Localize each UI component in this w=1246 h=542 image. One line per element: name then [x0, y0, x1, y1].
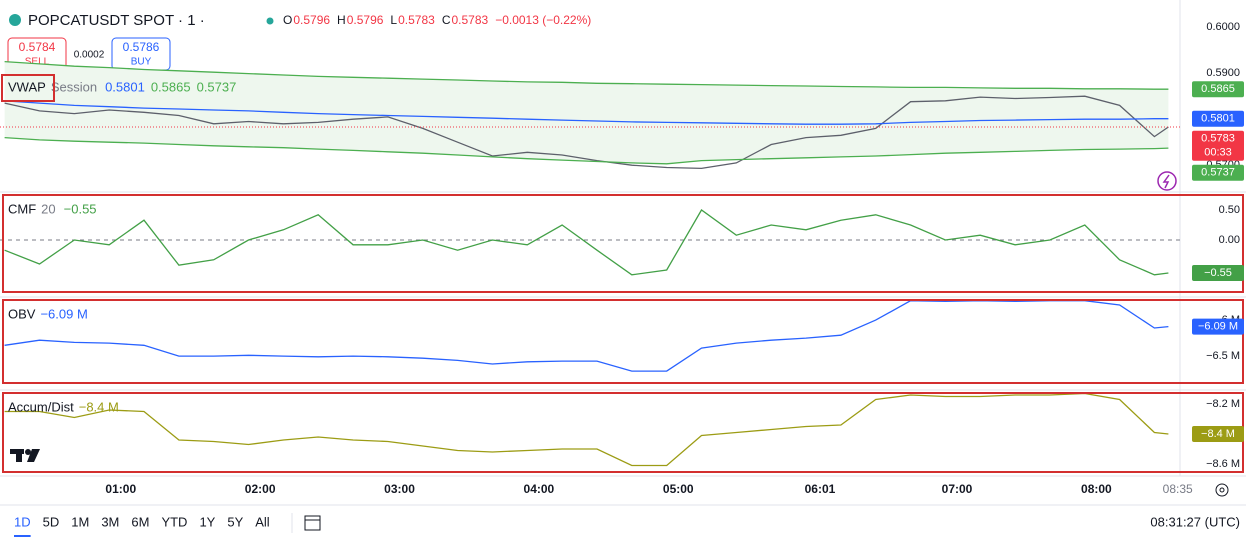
x-tick-label: 08:00 — [1081, 482, 1112, 496]
alert-icon[interactable] — [1157, 171, 1177, 191]
calendar-icon[interactable] — [304, 515, 321, 531]
price-tag-label: 0.5865 — [1201, 83, 1235, 95]
y-tick-label: 0.50 — [1219, 204, 1240, 216]
buy-label: BUY — [131, 57, 152, 68]
sell-price: 0.5784 — [19, 40, 56, 54]
plots: 0.60000.59000.5700VWAPSession0.58010.586… — [0, 21, 1246, 496]
series-line — [4, 393, 1169, 467]
highlight-box — [2, 299, 1244, 384]
ohlc-key: H — [337, 13, 346, 27]
ohlc-key: O — [283, 13, 292, 27]
y-tick-label: 0.6000 — [1206, 21, 1240, 33]
series-line — [4, 136, 1169, 165]
range-button[interactable]: 5D — [43, 514, 60, 529]
ohlc-value: 0.5783 — [398, 13, 435, 27]
ohlc-value: 0.5783 — [451, 13, 488, 27]
pane: 0.50 0.00 CMF 20 −0.55 −0.55 — [0, 191, 1246, 293]
series-line — [4, 95, 1169, 170]
x-tick-label: 07:00 — [942, 482, 973, 496]
legend-value: −0.55 — [64, 201, 97, 216]
x-tick-label: 06:01 — [805, 482, 836, 496]
ohlc-value: 0.5796 — [347, 13, 384, 27]
indicator-setting: Session — [51, 79, 97, 94]
series-line — [4, 209, 1169, 276]
highlight-box — [1, 74, 55, 102]
sell-label: SELL — [25, 57, 50, 68]
range-button[interactable]: 5Y — [227, 514, 243, 529]
x-tick-label: 02:00 — [245, 482, 276, 496]
legend-value: 0.5801 — [105, 79, 145, 94]
y-tick-label: 0.00 — [1219, 234, 1240, 246]
x-tick-label: 03:00 — [384, 482, 415, 496]
symbol: POPCATUSDT SPOT · 1 · — [28, 12, 205, 29]
ohlc-value: 0.5796 — [293, 13, 330, 27]
price-tag-label: −8.4 M — [1201, 428, 1235, 440]
ohlc-legend: O 0.5796 H 0.5796 L 0.5783 C 0.5783 −0.0013 (−0.… — [283, 13, 591, 27]
price-tag — [1192, 264, 1244, 281]
pane: −8.2 M −8.6 M Accum/Dist −8.4 M 01:00 02:00 03… — [0, 389, 1246, 496]
spread: 0.0002 — [74, 50, 105, 61]
legend-value: 0.5737 — [197, 79, 237, 94]
y-tick-label: −6.5 M — [1206, 350, 1240, 362]
clock: 08:31:27 (UTC) — [1150, 514, 1240, 529]
price-tag — [1192, 81, 1244, 98]
highlight-box — [2, 194, 1244, 293]
indicator-setting: 20 — [41, 201, 55, 216]
price-tag-label: 0.5783 — [1201, 133, 1235, 145]
indicator-name: CMF — [8, 201, 36, 216]
y-tick-label: −8.6 M — [1206, 458, 1240, 470]
alert-bolt — [1162, 174, 1170, 189]
range-button[interactable]: All — [255, 514, 270, 529]
x-tick-label: 08:35 — [1163, 482, 1193, 496]
price-tag — [1192, 164, 1244, 181]
price-tag-label: −6.09 M — [1198, 320, 1238, 332]
legend-value: −8.4 M — [79, 399, 119, 414]
y-tick-label: −8.2 M — [1206, 398, 1240, 410]
range-button[interactable]: 1D — [14, 514, 31, 529]
range-button[interactable]: YTD — [161, 514, 187, 529]
range-button[interactable]: 6M — [131, 514, 149, 529]
status-dot — [266, 17, 274, 25]
change: −0.0013 (−0.22%) — [495, 13, 591, 27]
price-tag — [1192, 130, 1244, 161]
plot-area — [4, 209, 1169, 276]
settings-icon[interactable] — [1215, 483, 1229, 497]
indicator-name: OBV — [8, 306, 36, 321]
ohlc-key: C — [442, 13, 451, 27]
symbol-icon — [9, 14, 21, 26]
indicator-name: VWAP — [8, 79, 46, 94]
price-tag — [1192, 318, 1244, 335]
legend-value: 0.5865 — [151, 79, 191, 94]
plot-area — [4, 60, 1169, 170]
range-button[interactable]: 1M — [71, 514, 89, 529]
x-tick-label: 05:00 — [663, 482, 694, 496]
legend-value: −6.09 M — [40, 306, 87, 321]
series-line — [4, 100, 1169, 125]
buy-price: 0.5786 — [123, 40, 160, 54]
price-tag-label: 0.5801 — [1201, 113, 1235, 125]
price-tag — [1192, 426, 1244, 443]
pane: 0.60000.59000.5700VWAPSession0.58010.586… — [0, 21, 1244, 181]
countdown: 00:33 — [1204, 147, 1232, 159]
price-tag-label: −0.55 — [1204, 267, 1232, 279]
ohlc-key: L — [390, 13, 397, 27]
y-tick-label: 0.5900 — [1206, 67, 1240, 79]
series-line — [4, 60, 1169, 90]
x-tick-label: 01:00 — [105, 482, 136, 496]
range-button[interactable]: 3M — [101, 514, 119, 529]
plot-area — [4, 393, 1169, 467]
indicator-name: Accum/Dist — [8, 399, 74, 414]
price-tag-label: 0.5737 — [1201, 167, 1235, 179]
tv-logo — [10, 449, 40, 462]
x-tick-label: 04:00 — [524, 482, 555, 496]
price-tag — [1192, 110, 1244, 127]
range-button[interactable]: 1Y — [199, 514, 215, 529]
